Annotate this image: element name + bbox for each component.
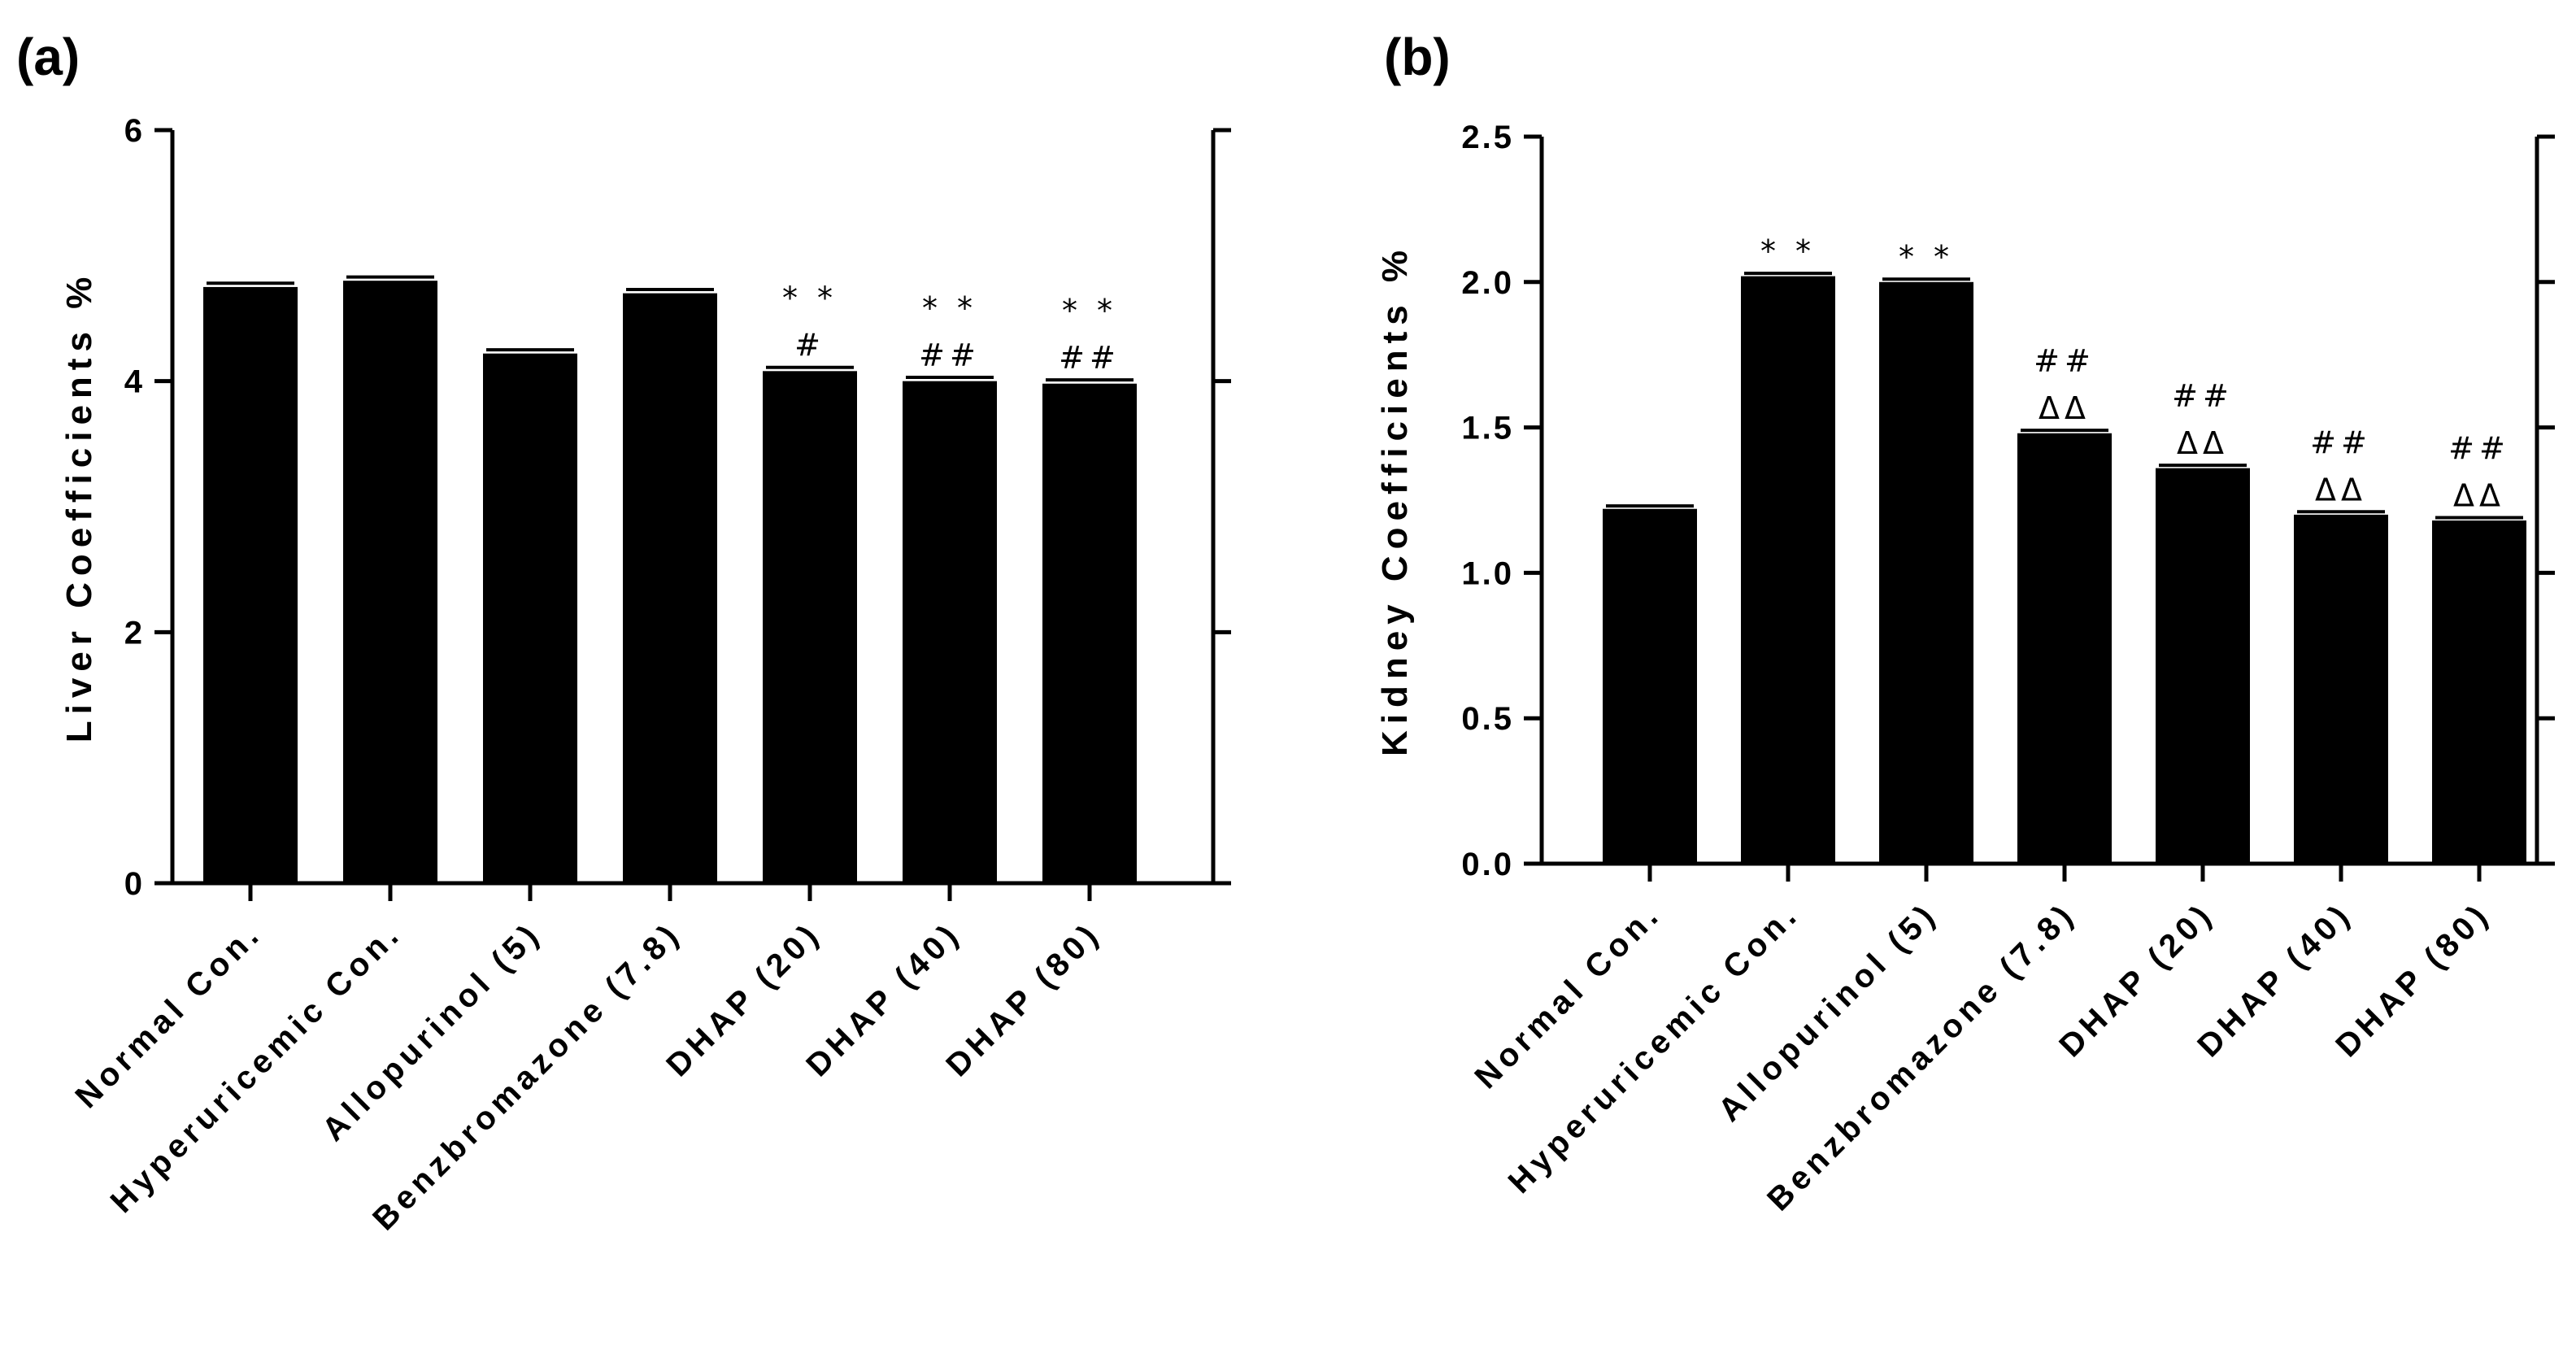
significance-marker: ##	[2172, 378, 2234, 414]
category-label: Benzbromazone (7.8)	[1760, 895, 2082, 1217]
significance-marker: ##	[2310, 425, 2372, 460]
bar	[2294, 514, 2388, 864]
y-tick-label: 2.0	[1461, 265, 1514, 301]
significance-marker: #	[794, 328, 825, 364]
category-label: Hyperuricemic Con.	[1502, 895, 1807, 1200]
bar	[623, 293, 717, 884]
bar	[1879, 281, 1973, 864]
significance-marker: * *	[1062, 293, 1117, 329]
bar	[343, 281, 437, 883]
significance-marker: * *	[1899, 239, 1954, 275]
significance-marker: ΔΔ	[2315, 472, 2367, 507]
y-tick-label: 6	[124, 113, 145, 149]
y-tick-label: 1.0	[1461, 555, 1514, 591]
bar	[1741, 276, 1835, 864]
y-axis-title: Kidney Coefficients %	[1375, 244, 1415, 756]
y-axis-title: Liver Coefficients %	[59, 271, 99, 743]
significance-marker: * *	[922, 290, 977, 326]
bar	[203, 286, 298, 884]
y-tick-label: 2	[124, 615, 145, 651]
significance-marker: ##	[1059, 340, 1120, 376]
bar	[763, 371, 857, 883]
y-tick-label: 0.5	[1461, 701, 1514, 737]
bar	[483, 353, 577, 883]
significance-marker: * *	[782, 281, 838, 316]
significance-marker: ##	[2034, 343, 2095, 379]
panel-label: (b)	[1384, 28, 1451, 86]
bar	[2156, 468, 2250, 864]
panel-label: (a)	[16, 28, 80, 86]
chart-panel-1: (b) 0.0 0.5 1.0 1.5 2.0 2.5 Kidney Coefficients…	[1375, 28, 2555, 1217]
significance-marker: ΔΔ	[2177, 425, 2229, 461]
category-label: Benzbromazone (7.8)	[366, 915, 688, 1237]
significance-marker: ##	[919, 337, 981, 373]
significance-marker: * *	[1760, 233, 1816, 269]
y-tick-label: 1.5	[1461, 411, 1514, 446]
bar	[2432, 520, 2526, 864]
y-tick-label: 0.0	[1461, 847, 1514, 882]
bar	[1042, 383, 1137, 884]
significance-marker: ΔΔ	[2453, 477, 2505, 513]
bar	[1603, 508, 1697, 864]
significance-marker: ##	[2448, 430, 2510, 466]
y-tick-label: 0	[124, 866, 145, 902]
y-tick-label: 4	[124, 364, 145, 400]
category-label: Hyperuricemic Con.	[104, 915, 409, 1220]
y-tick-label: 2.5	[1461, 120, 1514, 155]
significance-marker: ΔΔ	[2039, 390, 2091, 426]
bar	[2017, 433, 2112, 864]
bar	[903, 381, 997, 884]
